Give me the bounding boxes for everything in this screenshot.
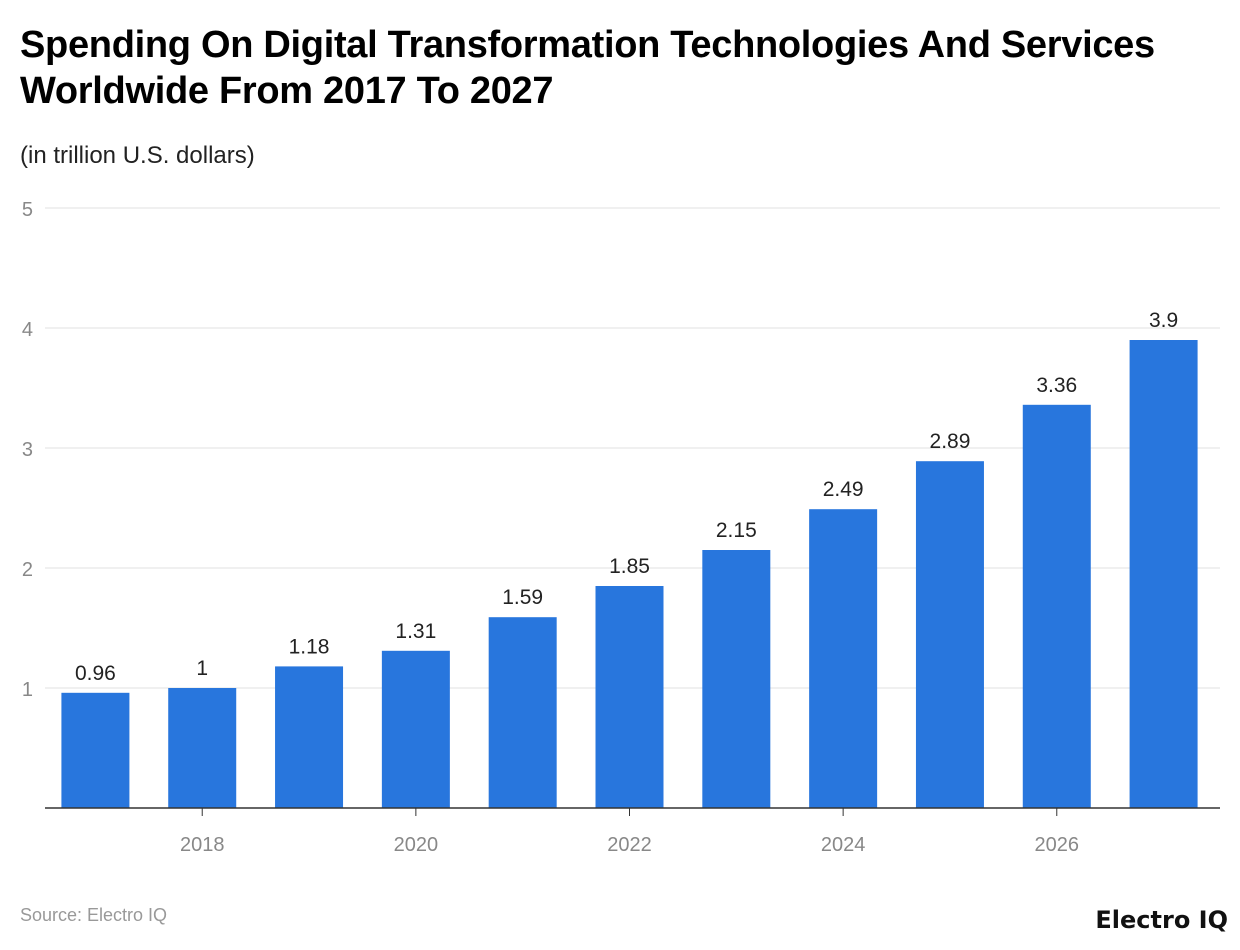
y-tick-label: 5 xyxy=(22,199,33,221)
bar-2023 xyxy=(702,550,771,808)
bar-2020 xyxy=(381,650,450,808)
data-label: 3.36 xyxy=(1036,374,1077,397)
data-label: 1.18 xyxy=(289,635,330,658)
brand-logo: Electro IQ xyxy=(1095,906,1228,934)
y-tick-label: 2 xyxy=(22,559,33,581)
bar-2021 xyxy=(488,617,557,808)
data-label: 0.96 xyxy=(75,662,116,685)
x-tick-label: 2026 xyxy=(1035,834,1080,856)
chart-subtitle: (in trillion U.S. dollars) xyxy=(20,142,255,169)
y-tick-label: 1 xyxy=(22,679,33,701)
bar-2019 xyxy=(275,666,344,808)
x-tick-label: 2024 xyxy=(821,834,866,856)
bar-2027 xyxy=(1129,340,1198,808)
data-label: 1.31 xyxy=(395,620,436,643)
data-label: 1 xyxy=(196,657,208,680)
bar-2018 xyxy=(168,688,237,808)
bar-2022 xyxy=(595,586,664,808)
bar-2017 xyxy=(61,692,130,808)
bar-2024 xyxy=(809,509,878,808)
y-tick-label: 3 xyxy=(22,439,33,461)
data-label: 2.89 xyxy=(930,430,971,453)
y-tick-label: 4 xyxy=(22,319,33,341)
x-tick-label: 2020 xyxy=(394,834,439,856)
data-label: 1.85 xyxy=(609,555,650,578)
x-tick-label: 2022 xyxy=(607,834,652,856)
data-label: 2.15 xyxy=(716,519,757,542)
data-label: 3.9 xyxy=(1149,309,1178,332)
bar-2026 xyxy=(1022,404,1091,808)
source-note: Source: Electro IQ xyxy=(20,905,168,925)
bar-2025 xyxy=(915,461,984,808)
x-tick-label: 2018 xyxy=(180,834,225,856)
data-label: 2.49 xyxy=(823,478,864,501)
chart-title: Spending On Digital Transformation Techn… xyxy=(20,24,1155,112)
data-label: 1.59 xyxy=(502,586,543,609)
